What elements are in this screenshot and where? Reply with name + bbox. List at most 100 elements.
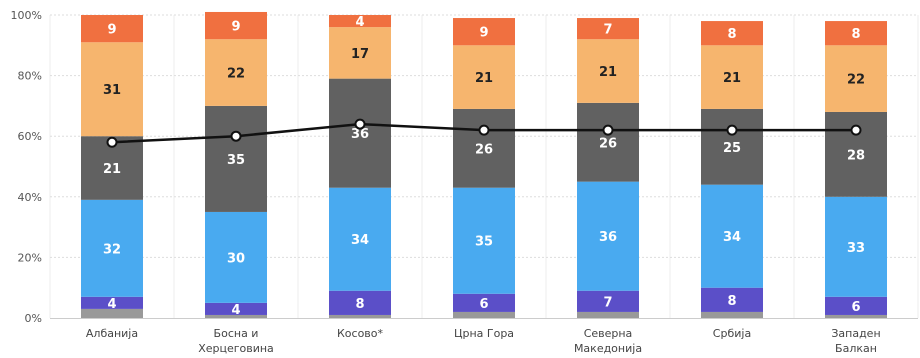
bar-segment	[825, 45, 887, 112]
bar-segment	[205, 314, 267, 318]
line-point	[106, 136, 118, 148]
data-label: 4	[231, 303, 240, 318]
data-label: 21	[723, 71, 741, 86]
data-label: 4	[107, 297, 116, 312]
bar-segment	[205, 211, 267, 303]
bar-segment	[453, 108, 515, 188]
y-tick-label: 80%	[18, 70, 42, 83]
bar-segment	[577, 290, 639, 312]
bar-segment	[205, 11, 267, 40]
line-point	[850, 124, 862, 136]
data-label: 7	[603, 295, 612, 310]
bar-segment	[453, 293, 515, 312]
bar-segment	[701, 45, 763, 109]
x-tick-label: Западен	[831, 327, 880, 340]
bar-segment	[205, 105, 267, 212]
bar-segment	[701, 21, 763, 46]
data-label: 8	[355, 297, 364, 312]
y-tick-label: 100%	[11, 9, 42, 22]
y-tick-label: 40%	[18, 191, 42, 204]
data-label: 34	[351, 233, 369, 248]
bar-segment	[577, 102, 639, 182]
bar-segment	[825, 296, 887, 315]
data-label: 36	[599, 230, 617, 245]
bar-segment	[453, 18, 515, 46]
data-label: 9	[231, 20, 240, 35]
x-tick-label: Црна Гора	[454, 327, 514, 340]
bar-segment	[205, 302, 267, 315]
data-label: 17	[351, 47, 369, 62]
bar-segment	[453, 311, 515, 318]
bar-segment	[329, 15, 391, 28]
line-point	[354, 118, 366, 130]
bar-segment	[205, 39, 267, 106]
data-label: 8	[727, 294, 736, 309]
bar-segment	[81, 15, 143, 43]
bar-segment	[81, 199, 143, 297]
data-label: 36	[351, 127, 369, 142]
bar-segment	[329, 290, 391, 315]
data-label: 35	[227, 153, 245, 168]
bar-segment	[577, 39, 639, 103]
bar-segment	[825, 196, 887, 297]
bar-segment	[825, 314, 887, 318]
y-tick-label: 60%	[18, 130, 42, 143]
y-tick-label: 20%	[18, 251, 42, 264]
data-label: 8	[851, 27, 860, 42]
data-label: 9	[479, 26, 488, 41]
bar-segment	[329, 187, 391, 291]
data-label: 32	[103, 242, 121, 257]
data-label: 30	[227, 251, 245, 266]
data-label: 21	[103, 162, 121, 177]
x-tick-label: Македонија	[574, 342, 642, 355]
data-label: 22	[847, 73, 865, 88]
bar-segment	[577, 311, 639, 318]
bar-segment	[81, 296, 143, 309]
bar-segment	[825, 21, 887, 46]
data-label: 25	[723, 141, 741, 156]
data-label: 28	[847, 148, 865, 163]
bar-segment	[577, 18, 639, 40]
data-label: 6	[851, 300, 860, 315]
data-label: 26	[475, 142, 493, 157]
line-point	[602, 124, 614, 136]
data-label: 8	[727, 27, 736, 42]
bars	[81, 11, 887, 318]
data-label: 22	[227, 67, 245, 82]
data-label: 34	[723, 230, 741, 245]
data-label: 35	[475, 235, 493, 250]
line-point	[726, 124, 738, 136]
x-tick-label: Србија	[713, 327, 751, 340]
data-label: 6	[479, 297, 488, 312]
bar-segment	[329, 27, 391, 79]
data-label: 4	[355, 15, 364, 30]
y-tick-label: 0%	[25, 312, 42, 325]
bar-segment	[701, 287, 763, 312]
data-label: 31	[103, 83, 121, 98]
data-label: 26	[599, 136, 617, 151]
bar-segment	[701, 311, 763, 318]
x-tick-label: Косово*	[337, 327, 384, 340]
bar-segment	[329, 314, 391, 318]
data-label: 7	[603, 23, 612, 38]
data-label: 9	[107, 23, 116, 38]
data-label: 21	[599, 65, 617, 80]
bar-segment	[701, 108, 763, 185]
x-axis: Албанија Босна и Херцеговина Косово* Црна Го…	[50, 318, 918, 355]
line-point	[478, 124, 490, 136]
bar-segment	[81, 308, 143, 318]
bar-segment	[453, 45, 515, 109]
x-tick-label: Северна	[584, 327, 633, 340]
data-label: 33	[847, 241, 865, 256]
line-point	[230, 130, 242, 142]
bar-segment	[329, 78, 391, 188]
y-axis: 0% 20% 40% 60% 80% 100%	[11, 9, 42, 325]
x-tick-label: Херцеговина	[198, 342, 274, 355]
bar-segment	[701, 184, 763, 288]
x-tick-label: Албанија	[86, 327, 138, 340]
x-tick-label: Балкан	[835, 342, 877, 355]
bar-segment	[453, 187, 515, 294]
data-labels: 4 32 21 31 9 4 30 35 22 9 8 34 36 17 4 6 35 26 21 9 7 36 26 21 7…	[103, 15, 865, 318]
x-tick-label: Босна и	[214, 327, 259, 340]
